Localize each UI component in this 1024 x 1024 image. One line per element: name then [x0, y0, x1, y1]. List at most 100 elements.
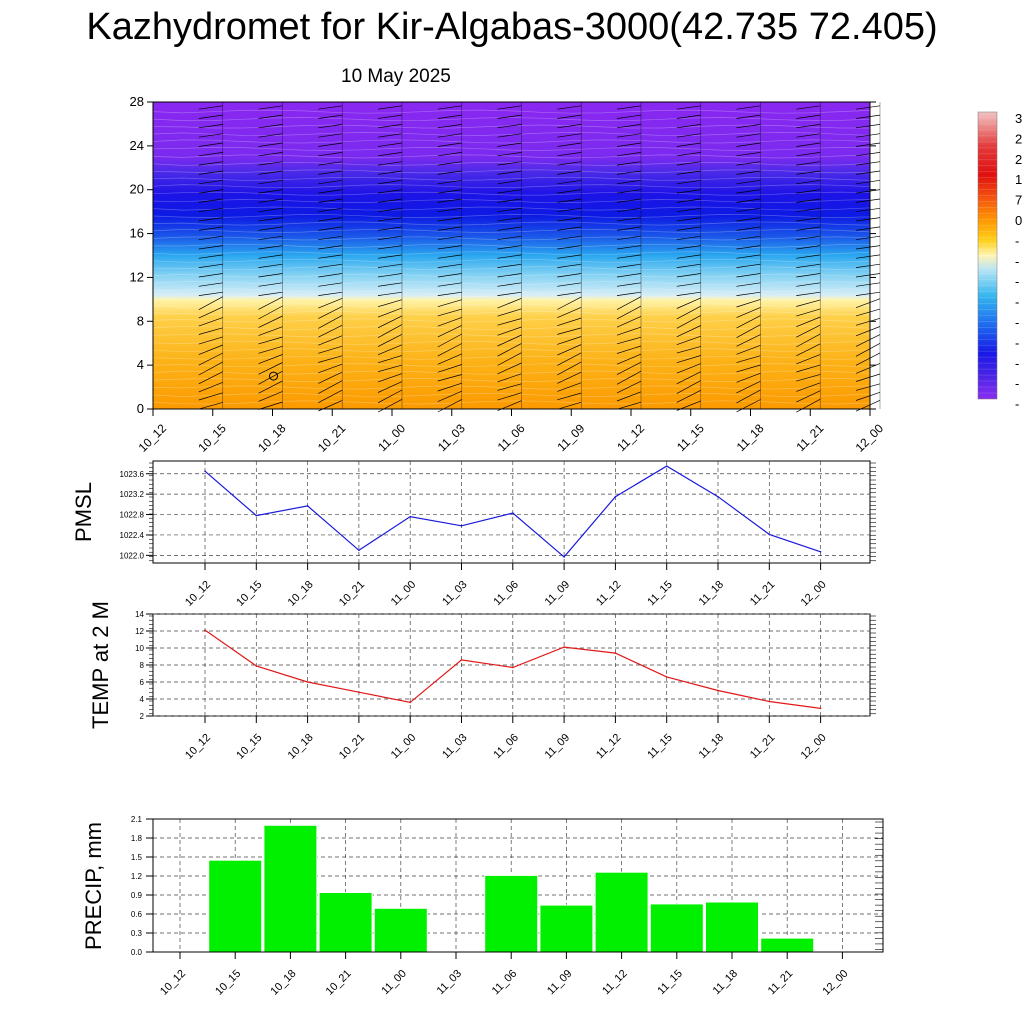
contour-line — [152, 318, 871, 323]
wind-barb — [497, 273, 522, 278]
wind-barb — [497, 161, 522, 166]
x-tick-label: 11_12 — [594, 579, 624, 609]
x-tick-label: 11_18 — [697, 579, 727, 609]
wind-barb — [198, 170, 223, 175]
wind-barb — [855, 317, 881, 326]
colorbar-label: - — [1015, 295, 1019, 310]
wind-barb — [855, 198, 881, 203]
wind-barb — [616, 198, 642, 203]
wind-barb — [377, 307, 403, 318]
wind-barb — [377, 389, 403, 404]
wind-barb — [437, 390, 462, 402]
wind-barb — [437, 142, 462, 147]
wind-barb — [855, 291, 881, 296]
y-axis-label: PRECIP, mm — [81, 822, 106, 950]
wind-barb — [377, 217, 403, 222]
wind-barb — [437, 226, 462, 231]
wind-barb — [497, 152, 522, 157]
data-point — [512, 512, 514, 514]
wind-barb — [736, 389, 761, 404]
wind-barb — [796, 308, 821, 317]
wind-barb — [437, 399, 462, 413]
data-point — [563, 646, 565, 648]
wind-barb — [616, 291, 642, 296]
wind-barb — [198, 402, 223, 410]
wind-barb — [676, 335, 701, 346]
wind-barb — [616, 361, 642, 375]
wind-barb — [557, 198, 582, 203]
y-tick-label: 12 — [135, 627, 144, 636]
wind-barb — [497, 245, 522, 250]
wind-barb — [258, 273, 283, 278]
wind-barb — [796, 374, 821, 382]
wind-barb — [557, 344, 582, 356]
wind-barb — [616, 105, 642, 110]
wind-barb — [497, 189, 522, 194]
data-point — [409, 701, 412, 704]
wind-barb — [258, 305, 283, 320]
x-tick-label: 10_15 — [234, 579, 264, 609]
wind-barb — [377, 263, 403, 268]
colorbar-label: 1 — [1015, 172, 1022, 187]
wind-barb — [676, 389, 701, 403]
wind-barb — [198, 344, 223, 355]
wind-barb — [258, 296, 283, 310]
data-point — [614, 652, 617, 654]
wind-barb — [318, 273, 343, 278]
x-tick-label: 11_12 — [594, 732, 624, 762]
wind-barb — [796, 273, 821, 278]
wind-barb — [258, 401, 283, 410]
wind-barb — [557, 152, 582, 157]
wind-barb — [437, 308, 462, 317]
wind-barb — [437, 343, 462, 357]
wind-barb — [318, 380, 343, 394]
precip-bar — [263, 824, 318, 953]
wind-barb — [497, 124, 522, 129]
colorbar-label: 2 — [1015, 131, 1022, 146]
data-point — [460, 525, 463, 527]
wind-barb — [318, 363, 343, 374]
data-point — [665, 465, 668, 467]
pmsl-line-chart: 1022.0 1022.4 1022.8 1023.2 1023.6 10_12 10_15… — [71, 460, 876, 609]
wind-barb — [676, 263, 701, 268]
wind-barb — [676, 198, 701, 203]
wind-barb — [497, 263, 522, 268]
wind-barb — [676, 142, 701, 147]
wind-barb — [736, 124, 761, 129]
wind-barb — [676, 315, 701, 329]
colorbar-label: 3 — [1015, 111, 1022, 126]
colorbar-label: 7 — [1015, 193, 1022, 208]
wind-barb — [377, 355, 403, 364]
x-tick-label: 11_00 — [389, 732, 419, 762]
data-point — [358, 691, 360, 693]
wind-barb — [616, 296, 642, 310]
wind-barb — [676, 170, 701, 175]
wind-barb — [377, 235, 403, 241]
wind-barb — [497, 326, 522, 336]
precip-bar — [705, 901, 759, 953]
wind-barb — [855, 352, 881, 366]
wind-barb — [616, 142, 642, 147]
wind-barb — [676, 355, 701, 364]
wind-barb — [557, 327, 582, 335]
wind-barb — [736, 364, 761, 373]
wind-barb — [258, 315, 283, 328]
data-point — [665, 676, 668, 678]
wind-barb — [497, 383, 522, 391]
wind-barb — [258, 207, 283, 213]
wind-barb — [557, 179, 582, 185]
wind-barb — [497, 170, 522, 175]
x-tick-label: 11_12 — [600, 968, 630, 998]
wind-barb — [258, 226, 283, 231]
wind-barb — [616, 305, 642, 320]
wind-barb — [796, 226, 821, 231]
y-tick-label: 1022.4 — [120, 531, 145, 540]
data-point — [717, 689, 719, 692]
wind-barb — [557, 382, 582, 392]
wind-barb — [437, 170, 462, 175]
wind-barb — [377, 245, 403, 250]
contour-line — [152, 266, 871, 271]
x-tick-label: 10_21 — [337, 579, 367, 609]
wind-barb — [258, 254, 283, 259]
data-point — [255, 665, 258, 667]
